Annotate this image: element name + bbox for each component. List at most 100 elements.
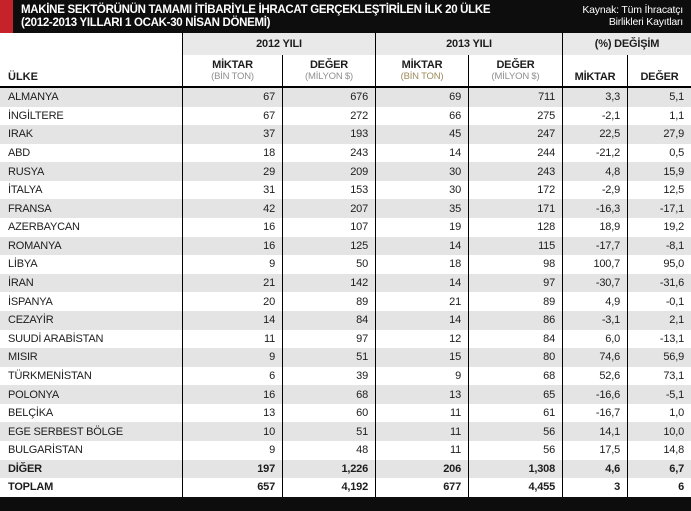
header-unit: (BİN TON) [400,70,444,82]
value-cell: 142 [282,273,375,293]
country-cell: İRAN [8,277,34,290]
value-cell: 677 [375,478,468,497]
value-cell: 97 [468,273,562,293]
value-cell: 657 [182,478,282,497]
value-cell: 19,2 [627,218,691,237]
group-header-2012: 2012 YILI [182,33,375,55]
value-cell: 50 [282,255,375,274]
value-cell: 37 [182,125,282,144]
column-header-2013-miktar: MİKTAR (BİN TON) [375,55,468,86]
column-header-row: ÜLKE MİKTAR (BİN TON) DEĞER (MİLYON $) M… [0,55,691,86]
column-header-2012-deger: DEĞER (MİLYON $) [282,55,375,86]
value-cell: 243 [282,143,375,163]
value-cell: 16 [182,385,282,404]
value-cell: 48 [282,440,375,460]
value-cell: 18 [375,255,468,274]
value-cell: 275 [468,106,562,126]
table-row: İNGİLTERE 67 272 66 275 -2,1 1,1 [0,106,691,126]
value-cell: 5,1 [627,88,691,107]
value-cell: 18,9 [562,218,627,237]
country-cell: İSPANYA [8,295,53,308]
value-cell: -17,7 [562,236,627,256]
value-cell: 1,1 [627,106,691,126]
value-cell: -17,1 [627,199,691,219]
value-cell: 244 [468,143,562,163]
value-cell: 115 [468,236,562,256]
value-cell: 11 [375,440,468,460]
country-cell: RUSYA [8,165,45,178]
value-cell: 125 [282,236,375,256]
table-row: POLONYA 16 68 13 65 -16,6 -5,1 [0,385,691,404]
value-cell: 67 [182,106,282,126]
value-cell: -2,9 [562,180,627,200]
value-cell: 9 [182,348,282,367]
table-row: TOPLAM 657 4,192 677 4,455 3 6 [0,478,691,497]
header-unit: (MİLYON $) [305,70,353,82]
title-bar: MAKİNE SEKTÖRÜNÜN TAMAMI İTİBARİYLE İHRA… [0,0,691,33]
value-cell: 52,6 [562,366,627,386]
value-cell: 20 [182,292,282,311]
value-cell: 27,9 [627,125,691,144]
table-row: BELÇİKA 13 60 11 61 -16,7 1,0 [0,403,691,423]
table-row: İRAN 21 142 14 97 -30,7 -31,6 [0,273,691,293]
value-cell: -30,7 [562,273,627,293]
value-cell: 6 [182,366,282,386]
value-cell: 1,226 [282,459,375,479]
value-cell: 14 [375,143,468,163]
value-cell: 35 [375,199,468,219]
column-header-pct-miktar: MİKTAR [562,55,627,86]
value-cell: 10,0 [627,422,691,441]
value-cell: -16,3 [562,199,627,219]
country-cell: EGE SERBEST BÖLGE [8,425,123,438]
value-cell: 16 [182,236,282,256]
column-header-2013-deger: DEĞER (MİLYON $) [468,55,562,86]
group-header-2013: 2013 YILI [375,33,562,55]
value-cell: 128 [468,218,562,237]
value-cell: 100,7 [562,255,627,274]
table-row: RUSYA 29 209 30 243 4,8 15,9 [0,162,691,181]
table-row: AZERBAYCAN 16 107 19 128 18,9 19,2 [0,218,691,237]
table-row: ALMANYA 67 676 69 711 3,3 5,1 [0,88,691,107]
table-row: SUUDİ ARABİSTAN 11 97 12 84 6,0 -13,1 [0,329,691,349]
value-cell: 30 [375,180,468,200]
value-cell: 197 [182,459,282,479]
header-unit: (BİN TON) [211,70,254,82]
value-cell: -16,7 [562,403,627,423]
country-cell: SUUDİ ARABİSTAN [8,332,104,345]
country-cell: İNGİLTERE [8,109,64,122]
value-cell: 0,5 [627,143,691,163]
source-line-2: Birlikleri Kayıtları [608,16,683,28]
title-line-1: MAKİNE SEKTÖRÜNÜN TAMAMI İTİBARİYLE İHRA… [21,4,491,16]
value-cell: 39 [282,366,375,386]
bottom-black-bar [0,497,691,511]
value-cell: 4,6 [562,459,627,479]
value-cell: -13,1 [627,329,691,349]
value-cell: 11 [375,422,468,441]
value-cell: 19 [375,218,468,237]
value-cell: 4,192 [282,478,375,497]
country-cell: CEZAYİR [8,314,54,327]
value-cell: 206 [375,459,468,479]
table-row: İSPANYA 20 89 21 89 4,9 -0,1 [0,292,691,311]
value-cell: 56,9 [627,348,691,367]
value-cell: 29 [182,162,282,181]
value-cell: 21 [182,273,282,293]
value-cell: 18 [182,143,282,163]
value-cell: 2,1 [627,310,691,330]
table-row: LİBYA 9 50 18 98 100,7 95,0 [0,255,691,274]
value-cell: -0,1 [627,292,691,311]
table-row: TÜRKMENİSTAN 6 39 9 68 52,6 73,1 [0,366,691,386]
value-cell: 6,7 [627,459,691,479]
country-cell: BULGARİSTAN [8,444,83,457]
value-cell: 42 [182,199,282,219]
value-cell: 193 [282,125,375,144]
value-cell: 3,3 [562,88,627,107]
value-cell: 13 [182,403,282,423]
header-label: DEĞER [496,58,535,71]
value-cell: 68 [282,385,375,404]
value-cell: 247 [468,125,562,144]
table-row: ROMANYA 16 125 14 115 -17,7 -8,1 [0,236,691,256]
country-cell: TOPLAM [8,481,54,494]
value-cell: 73,1 [627,366,691,386]
